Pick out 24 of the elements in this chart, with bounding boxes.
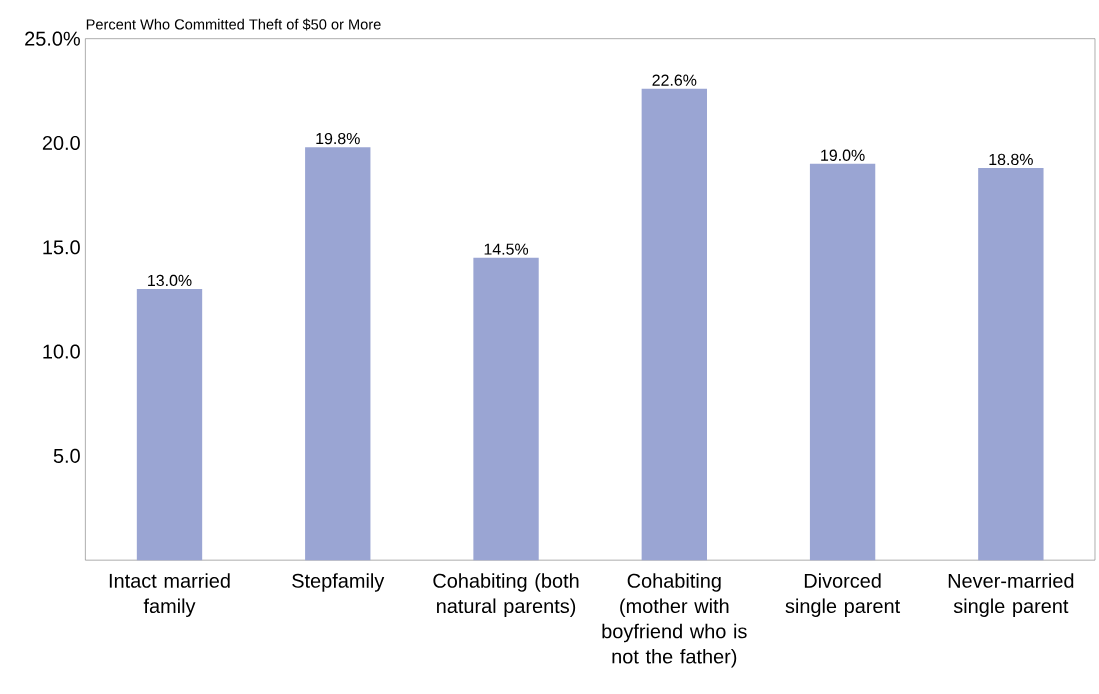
bar [305,147,371,561]
y-tick-label: 20.0 [42,136,80,151]
x-tick-label: Cohabiting (mother with boyfriend who is not the father) [602,573,747,668]
x-tick-label: Cohabiting (both natural parents) [433,573,579,618]
data-label: 22.6% [652,74,697,87]
bar [136,289,203,561]
data-label: 18.8% [989,154,1033,166]
bar [978,168,1044,561]
y-tick-label: 25.0% [25,31,80,46]
data-label: 13.0% [148,275,192,287]
bar [809,164,876,561]
chart-title: Percent Who Committed Theft of $50 or More [86,18,381,31]
x-tick-label: Stepfamily [292,573,385,592]
x-tick-label: Never-married single parent [948,573,1074,618]
x-tick-label: Divorced single parent [785,573,901,618]
bar [641,88,707,561]
data-label: 19.0% [821,149,865,162]
bar [473,257,539,561]
data-label: 14.5% [484,243,529,255]
data-label: 19.8% [316,133,360,145]
y-tick-label: 10.0 [43,344,80,359]
y-tick-label: 15.0 [43,240,80,255]
x-tick-label: Intact married family [109,573,230,618]
y-tick-label: 5.0 [53,449,80,464]
